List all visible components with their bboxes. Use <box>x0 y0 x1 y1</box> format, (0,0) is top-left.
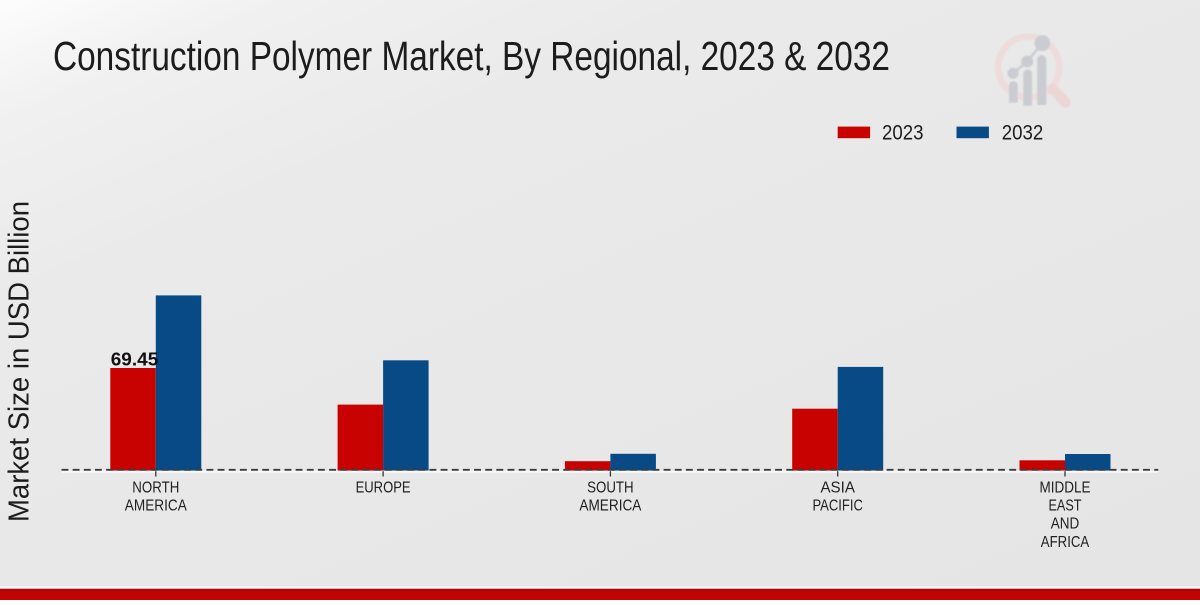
svg-text:Construction Polymer Market, B: Construction Polymer Market, By Regional… <box>53 33 890 79</box>
svg-text:AMERICA: AMERICA <box>579 498 641 515</box>
svg-text:AFRICA: AFRICA <box>1041 534 1090 551</box>
svg-text:EAST: EAST <box>1049 498 1082 515</box>
svg-text:AND: AND <box>1051 516 1080 533</box>
svg-text:AMERICA: AMERICA <box>125 498 187 515</box>
svg-text:NORTH: NORTH <box>132 479 179 496</box>
svg-text:SOUTH: SOUTH <box>587 479 634 496</box>
svg-text:2032: 2032 <box>1002 122 1044 145</box>
svg-text:Market Size in USD Billion: Market Size in USD Billion <box>4 201 36 522</box>
svg-text:EUROPE: EUROPE <box>356 479 411 496</box>
svg-text:2023: 2023 <box>882 122 924 145</box>
svg-text:ASIA: ASIA <box>820 479 855 496</box>
svg-text:69.45: 69.45 <box>111 348 159 369</box>
svg-text:PACIFIC: PACIFIC <box>812 498 863 515</box>
svg-text:MIDDLE: MIDDLE <box>1040 479 1091 496</box>
